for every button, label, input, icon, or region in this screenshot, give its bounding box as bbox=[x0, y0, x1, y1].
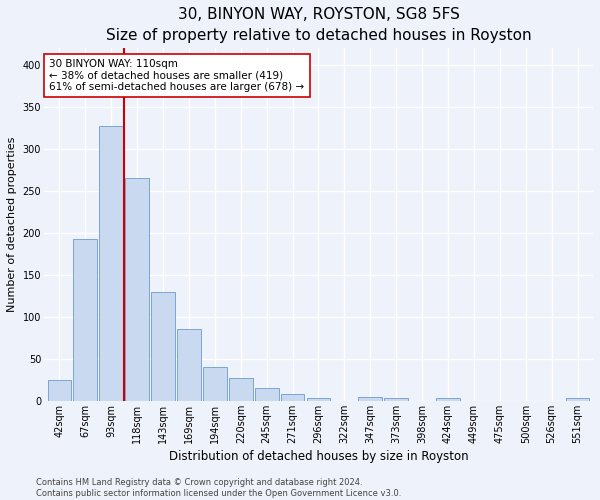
Bar bbox=[47, 380, 71, 401]
Bar bbox=[203, 368, 227, 401]
Text: Contains HM Land Registry data © Crown copyright and database right 2024.
Contai: Contains HM Land Registry data © Crown c… bbox=[36, 478, 401, 498]
Bar bbox=[436, 398, 460, 401]
Bar bbox=[73, 239, 97, 401]
Bar bbox=[255, 388, 278, 401]
Bar bbox=[358, 397, 382, 401]
Bar bbox=[229, 378, 253, 401]
Bar bbox=[307, 398, 331, 401]
Bar bbox=[177, 328, 201, 401]
Bar bbox=[384, 398, 408, 401]
Title: 30, BINYON WAY, ROYSTON, SG8 5FS
Size of property relative to detached houses in: 30, BINYON WAY, ROYSTON, SG8 5FS Size of… bbox=[106, 7, 531, 43]
X-axis label: Distribution of detached houses by size in Royston: Distribution of detached houses by size … bbox=[169, 450, 468, 463]
Bar bbox=[281, 394, 304, 401]
Bar bbox=[100, 126, 123, 401]
Bar bbox=[125, 178, 149, 401]
Y-axis label: Number of detached properties: Number of detached properties bbox=[7, 137, 17, 312]
Bar bbox=[566, 398, 589, 401]
Text: 30 BINYON WAY: 110sqm
← 38% of detached houses are smaller (419)
61% of semi-det: 30 BINYON WAY: 110sqm ← 38% of detached … bbox=[49, 59, 305, 92]
Bar bbox=[151, 292, 175, 401]
